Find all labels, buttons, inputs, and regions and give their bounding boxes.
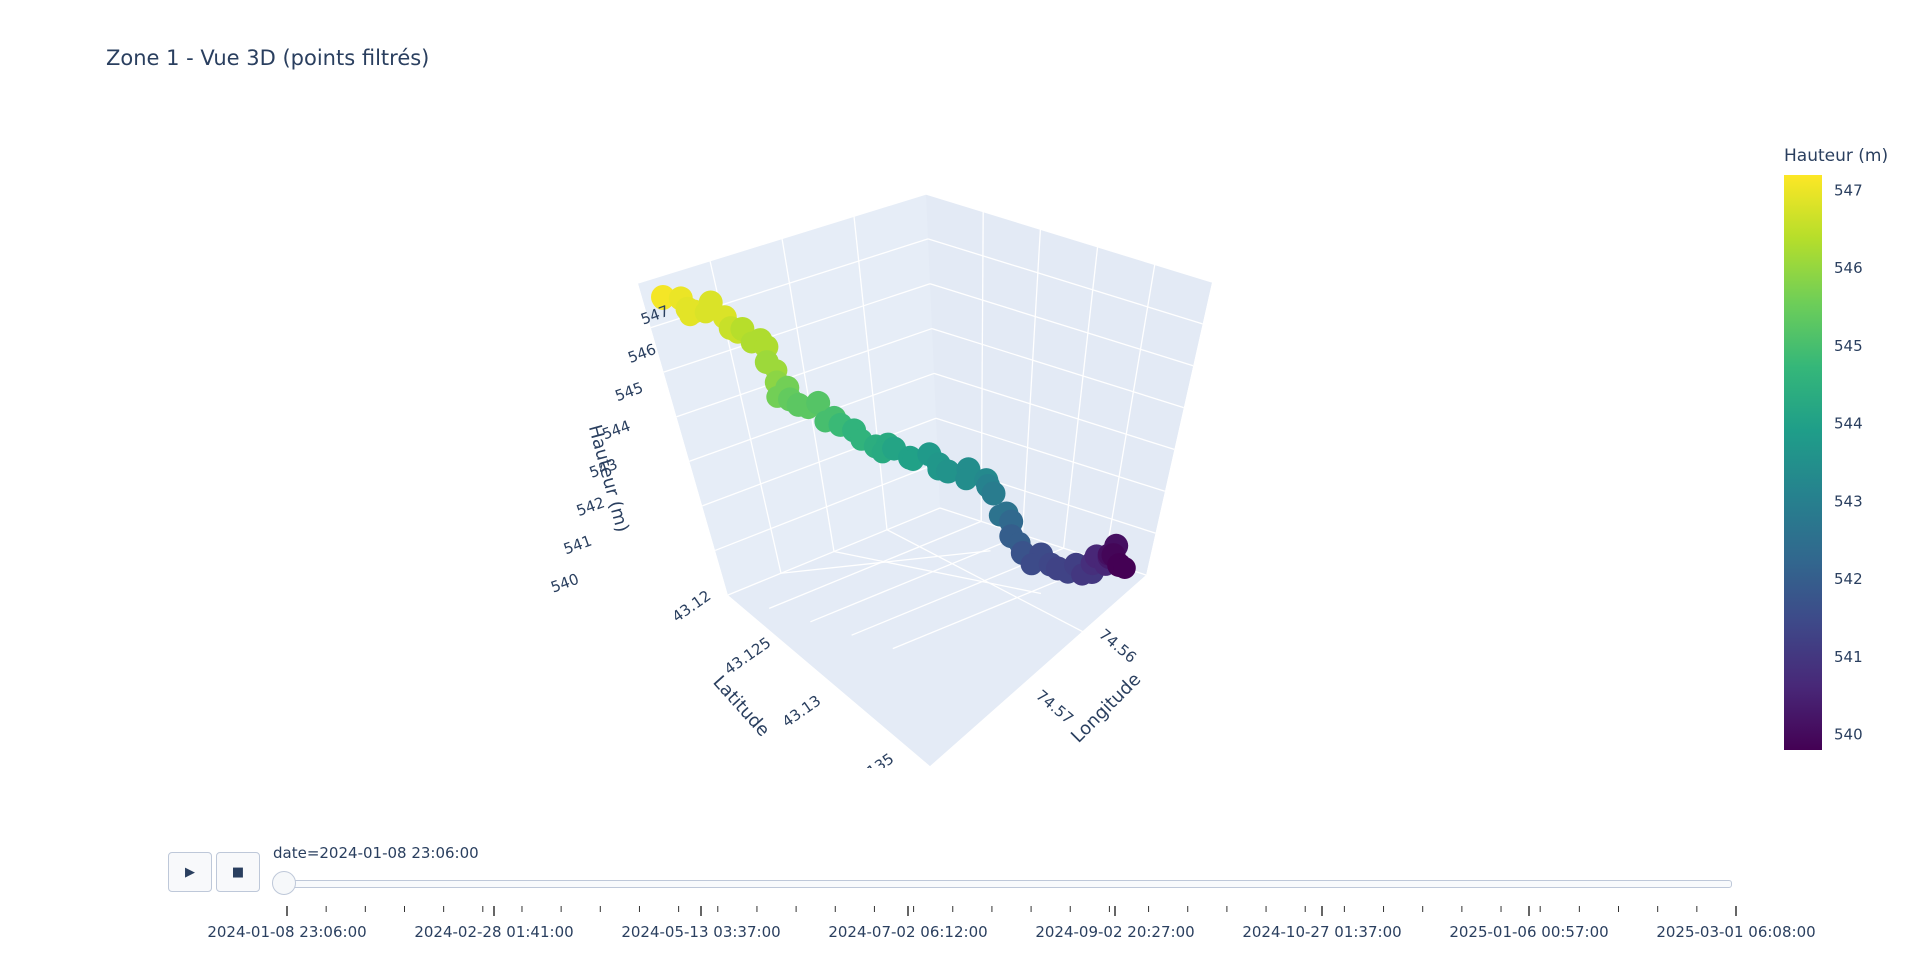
data-point (981, 481, 1006, 506)
slider-tick-label: 2024-01-08 23:06:00 (207, 923, 366, 941)
grid-line-right-z (929, 283, 1194, 367)
play-button[interactable]: ▶ (168, 852, 212, 892)
colorbar-tick-labels: 540 541 542 543 544 545 546 547 (1834, 182, 1863, 744)
grid-line-right-lon (1104, 264, 1156, 562)
grid-line-right-z (925, 193, 1213, 283)
grid-line-floor-lat (833, 550, 1042, 595)
grid-line-right-z (935, 417, 1166, 492)
grid-line-floor-lon (768, 520, 982, 610)
slider-tick-label: 2024-10-27 01:37:00 (1242, 923, 1401, 941)
data-point (1020, 553, 1043, 576)
colorbar-tick-label: 544 (1834, 415, 1863, 433)
grid-line-floor-lon (810, 534, 1023, 623)
stop-button[interactable]: ■ (216, 852, 260, 892)
slider-tick-label: 2024-09-02 20:27:00 (1035, 923, 1194, 941)
colorbar-tick-label: 545 (1834, 337, 1863, 355)
colorbar-tick-label: 541 (1834, 648, 1863, 666)
grid-line-right-lon (1062, 246, 1099, 549)
grid-line-left-lat (781, 238, 835, 552)
data-point (694, 301, 717, 324)
slider-tick-label: 2024-05-13 03:37:00 (621, 923, 780, 941)
grid-line-right-z (931, 327, 1184, 409)
colorbar-tick-label: 542 (1834, 570, 1863, 588)
slider-handle[interactable] (272, 871, 296, 895)
colorbar-gradient (1784, 175, 1822, 750)
colorbar-tick-label: 540 (1834, 725, 1863, 743)
scene-clip (600, 768, 1000, 828)
slider-tick-label: 2024-07-02 06:12:00 (828, 923, 987, 941)
grid-line-left-lat (853, 216, 888, 530)
slider-current-value: date=2024-01-08 23:06:00 (273, 844, 479, 862)
colorbar-tick-label: 547 (1834, 182, 1863, 200)
slider-tick-label: 2024-02-28 01:41:00 (414, 923, 573, 941)
data-point (652, 288, 674, 310)
grid-line-right-z (933, 372, 1175, 451)
colorbar-title: Hauteur (m) (1784, 146, 1888, 166)
chart-title: Zone 1 - Vue 3D (points filtrés) (106, 46, 430, 70)
colorbar-tick-label: 546 (1834, 259, 1863, 277)
data-point (806, 390, 831, 415)
grid-line-right-z (927, 238, 1203, 325)
slider-tick-label: 2025-03-01 06:08:00 (1656, 923, 1815, 941)
grid-line-right-lon (1021, 229, 1042, 535)
slider-tick-label: 2025-01-06 00:57:00 (1449, 923, 1608, 941)
data-point (936, 459, 960, 484)
data-point (1113, 557, 1136, 579)
data-point (955, 468, 978, 491)
grid-line-floor-lat (886, 529, 1092, 637)
pane-floor (728, 508, 1146, 766)
colorbar-tick-label: 543 (1834, 492, 1863, 510)
grid-lines (637, 193, 1213, 650)
scatter-points (651, 285, 1136, 586)
